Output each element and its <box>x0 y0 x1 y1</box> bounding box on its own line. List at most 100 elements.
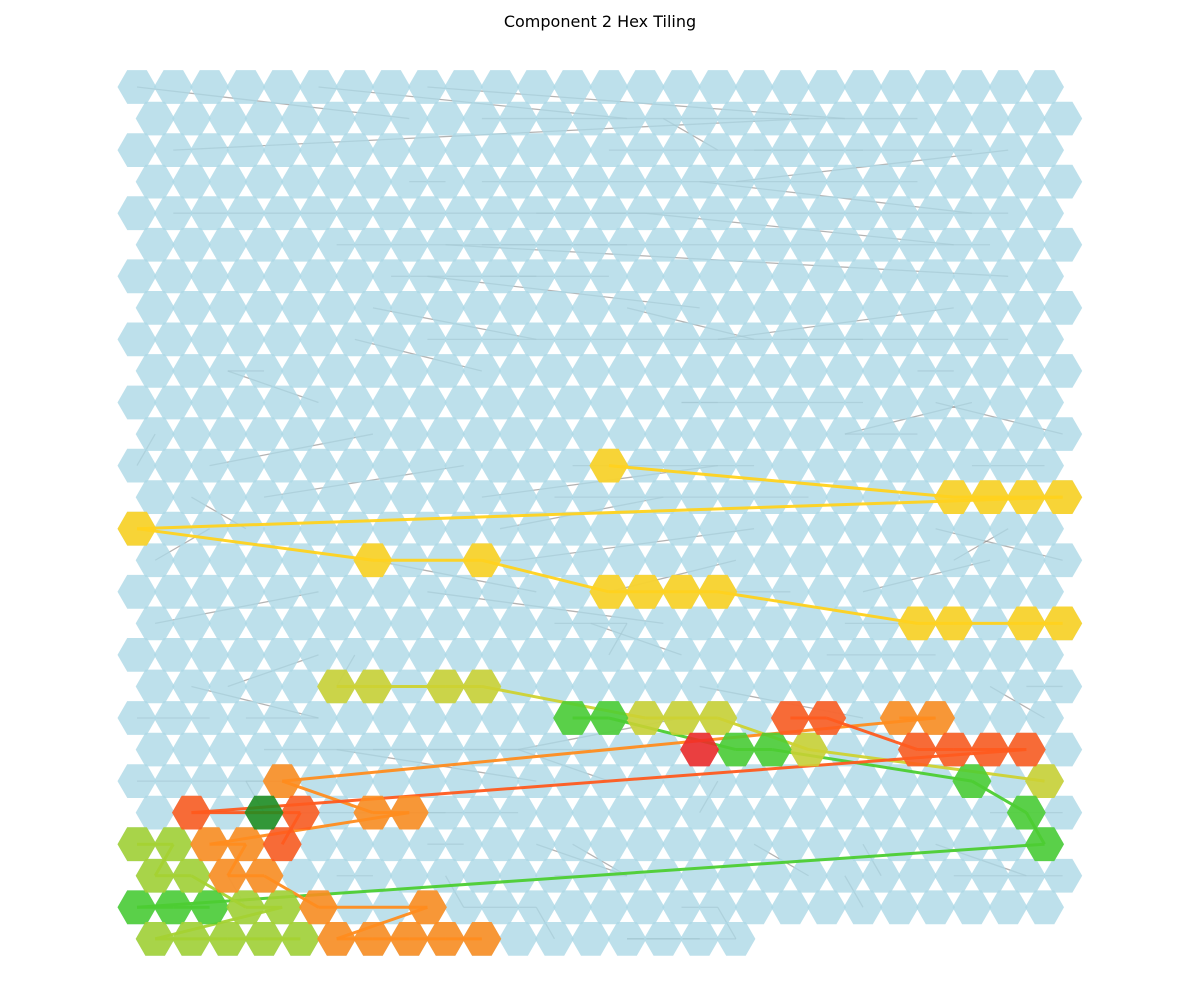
hex-cell <box>516 448 556 483</box>
hex-cell <box>172 669 211 704</box>
hex-cell <box>770 196 810 231</box>
hex-cell <box>807 70 847 104</box>
hex-cell <box>280 417 320 451</box>
hex-cell <box>135 354 175 388</box>
highlighted-hex-cell <box>244 795 284 830</box>
hex-cell <box>153 133 193 167</box>
highlighted-hex-cell <box>897 732 937 767</box>
hex-cell <box>698 827 738 862</box>
hex-cell <box>879 70 919 104</box>
hex-cell <box>1006 291 1046 325</box>
hex-cell <box>625 322 665 357</box>
hex-cell <box>988 385 1028 420</box>
hex-cell <box>226 385 266 420</box>
hex-cell <box>825 543 865 578</box>
hex-cell <box>480 259 520 294</box>
hex-cell <box>190 196 230 231</box>
highlighted-hex-cell <box>389 795 429 830</box>
hex-cell <box>770 259 810 294</box>
hex-cell <box>752 669 792 704</box>
hex-cell <box>553 448 593 483</box>
hex-cell <box>426 795 465 830</box>
hex-cell <box>389 417 429 451</box>
hex-cell <box>426 164 465 199</box>
hex-cell <box>480 70 520 104</box>
hex-cell <box>952 574 992 609</box>
hex-cell <box>480 196 520 231</box>
hex-cell <box>262 259 302 294</box>
hex-cell <box>643 164 683 199</box>
highlighted-hex-cell <box>1006 480 1046 514</box>
hex-cell <box>462 795 502 830</box>
hex-cell <box>716 543 756 578</box>
hex-cell <box>571 417 611 451</box>
highlighted-hex-cell <box>135 858 175 893</box>
hex-cell <box>516 827 556 862</box>
hex-cell <box>934 543 974 578</box>
hex-cell <box>607 922 647 956</box>
hex-cell <box>916 385 956 420</box>
hex-cell <box>153 448 193 483</box>
hex-cell <box>117 701 157 735</box>
hex-cell <box>770 70 810 104</box>
hex-cell <box>1025 701 1064 735</box>
hex-cell <box>353 101 393 136</box>
hex-cell <box>1006 543 1046 578</box>
hex-cell <box>716 354 756 388</box>
hex-cell <box>426 606 465 641</box>
hex-cell <box>153 385 193 420</box>
hex-cell <box>534 732 574 767</box>
hex-cell <box>1006 417 1046 451</box>
highlighted-hex-cell <box>879 701 919 735</box>
hex-cell <box>335 385 375 420</box>
hex-cell <box>897 291 937 325</box>
hex-cell <box>262 133 302 167</box>
hex-cell <box>516 890 556 925</box>
hex-cell <box>172 164 211 199</box>
hex-cell <box>607 543 647 578</box>
hex-cell <box>153 322 193 357</box>
hex-cell <box>589 133 629 167</box>
hex-cell <box>879 322 919 357</box>
highlighted-hex-cell <box>625 574 665 609</box>
hex-cell <box>498 669 538 704</box>
hex-cell <box>770 511 810 546</box>
hex-cell <box>353 606 393 641</box>
path-edge <box>136 527 374 562</box>
hex-cell <box>807 764 847 798</box>
hex-cell <box>280 606 320 641</box>
hex-cell <box>407 133 447 167</box>
hex-cell <box>262 322 302 357</box>
hex-cell <box>861 606 901 641</box>
hex-cell <box>498 543 538 578</box>
hex-cell <box>970 795 1010 830</box>
hex-cell <box>625 890 665 925</box>
hex-cell <box>498 101 538 136</box>
hex-cell <box>934 101 974 136</box>
hex-cell <box>607 417 647 451</box>
hex-cell <box>897 669 937 704</box>
hex-cell <box>589 259 629 294</box>
hex-cell <box>879 385 919 420</box>
highlighted-path-cells <box>117 448 1083 956</box>
hex-cell <box>371 322 411 357</box>
hex-cell <box>734 764 774 798</box>
hex-cell <box>1043 732 1083 767</box>
hex-cell <box>226 70 266 104</box>
hex-cell <box>607 858 647 893</box>
hex-cell <box>988 890 1028 925</box>
hex-cell <box>553 511 593 546</box>
hex-cell <box>353 354 393 388</box>
hex-cell <box>480 322 520 357</box>
highlighted-hex-cell <box>262 890 302 925</box>
hex-cell <box>244 669 284 704</box>
hex-cell <box>317 732 357 767</box>
hex-cell <box>498 922 538 956</box>
hex-cell <box>643 543 683 578</box>
hex-cell <box>190 574 230 609</box>
hex-cell <box>770 764 810 798</box>
hex-cell <box>480 133 520 167</box>
hex-cell <box>280 669 320 704</box>
hex-cell <box>498 606 538 641</box>
hex-cell <box>716 480 756 514</box>
